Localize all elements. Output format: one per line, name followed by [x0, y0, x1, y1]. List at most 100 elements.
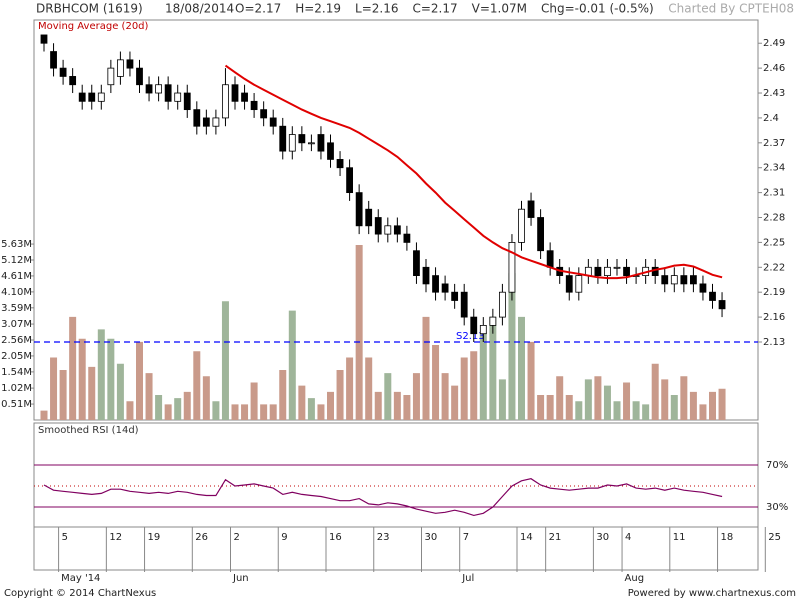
- volume-bar: [603, 385, 611, 420]
- volume-bar: [403, 395, 411, 420]
- volume-bar: [508, 273, 516, 420]
- volume-bar: [145, 373, 153, 420]
- volume-bar: [489, 316, 497, 420]
- volume-bar: [432, 345, 440, 420]
- volume-bar: [537, 395, 545, 420]
- rsi-line: [43, 478, 723, 517]
- candle-body: [355, 192, 363, 227]
- candle-body: [327, 142, 334, 160]
- candle-body: [422, 266, 430, 285]
- volume-bar: [518, 316, 525, 420]
- candle-body: [346, 167, 354, 194]
- candle-body: [88, 92, 96, 102]
- volume-bar: [69, 316, 77, 420]
- y-tick-label: 2.31: [763, 188, 785, 199]
- volume-bar: [632, 401, 640, 420]
- candle-body: [202, 117, 210, 127]
- y-tick-label: 2.34: [763, 163, 785, 174]
- volume-bar: [594, 376, 602, 420]
- x-tick-label: 19: [148, 532, 161, 543]
- candle-body: [107, 67, 115, 86]
- volume-bar: [689, 391, 697, 420]
- x-tick-label: 2: [234, 532, 240, 543]
- x-tick-label: 11: [673, 532, 686, 543]
- candle-body: [441, 283, 449, 293]
- candle-body: [260, 109, 268, 119]
- volume-bar: [460, 357, 468, 420]
- volume-bar: [623, 382, 631, 420]
- volume-bar: [126, 401, 134, 420]
- powered-by: Powered by www.chartnexus.com: [628, 588, 796, 599]
- y-tick-label: 2.43: [763, 88, 785, 99]
- header-stat: Chg=-0.01 (-0.5%): [541, 2, 654, 16]
- candle-body: [59, 67, 67, 77]
- volume-bar: [97, 329, 105, 420]
- x-tick-label: 16: [329, 532, 342, 543]
- volume-bar: [307, 398, 315, 420]
- volume-bar: [565, 395, 573, 420]
- candle-body: [489, 316, 497, 326]
- candle-body: [231, 84, 239, 102]
- rsi-legend: Smoothed RSI (14d): [38, 425, 139, 436]
- header-stat: L=2.16: [355, 2, 398, 16]
- candle-body: [575, 275, 583, 293]
- candle-body: [470, 316, 478, 335]
- volume-tick-label: 1.54M: [1, 367, 32, 378]
- x-tick-label: 26: [195, 532, 208, 543]
- volume-bar: [451, 385, 459, 420]
- volume-bar: [327, 391, 334, 420]
- x-tick-label: 18: [721, 532, 734, 543]
- candle-body: [307, 142, 315, 145]
- candle-body: [546, 250, 554, 268]
- volume-bar: [136, 341, 143, 420]
- volume-bar: [556, 376, 564, 420]
- candle-body: [174, 92, 182, 102]
- y-tick-label: 2.25: [763, 237, 785, 248]
- candle-body: [50, 51, 57, 69]
- candle-body: [460, 291, 468, 318]
- y-tick-label: 2.49: [763, 38, 785, 49]
- volume-bar: [50, 357, 58, 420]
- candle-body: [479, 324, 487, 335]
- volume-bar: [260, 404, 268, 420]
- volume-bar: [374, 391, 382, 420]
- candle-body: [508, 242, 516, 293]
- candle-body: [241, 92, 248, 102]
- volume-bar: [59, 370, 67, 420]
- candle-body: [117, 59, 124, 77]
- candle-body: [498, 291, 506, 318]
- candle-body: [709, 291, 716, 301]
- volume-bar: [164, 404, 172, 420]
- volume-tick-label: 3.07M: [1, 319, 32, 330]
- chart-title: DRBHCOM (1619): [36, 2, 143, 16]
- candle-body: [680, 275, 688, 285]
- volume-bar: [670, 395, 678, 420]
- candle-body: [451, 291, 459, 301]
- x-tick-label: 9: [281, 532, 287, 543]
- volume-bar: [575, 401, 583, 420]
- candle-body: [336, 159, 344, 169]
- volume-bar: [527, 341, 535, 420]
- volume-bar: [709, 391, 716, 420]
- volume-bar: [212, 401, 220, 420]
- y-tick-label: 2.37: [763, 138, 785, 149]
- moving-average: [224, 64, 723, 280]
- y-tick-label: 2.19: [763, 287, 785, 298]
- volume-bar: [346, 357, 354, 420]
- volume-bar: [107, 338, 115, 420]
- candle-body: [193, 109, 201, 127]
- volume-bar: [384, 373, 392, 420]
- candle-body: [699, 283, 707, 293]
- volume-bar: [78, 338, 86, 420]
- volume-bar: [88, 366, 96, 420]
- header-stat: H=2.19: [295, 2, 341, 16]
- volume-bar: [651, 363, 659, 420]
- volume-bar: [470, 351, 478, 420]
- volume-bar: [412, 373, 420, 420]
- volume-bar: [116, 363, 124, 420]
- candle-body: [78, 92, 86, 102]
- volume-tick-label: 3.59M: [1, 303, 32, 314]
- date: 18/08/2014: [165, 2, 234, 16]
